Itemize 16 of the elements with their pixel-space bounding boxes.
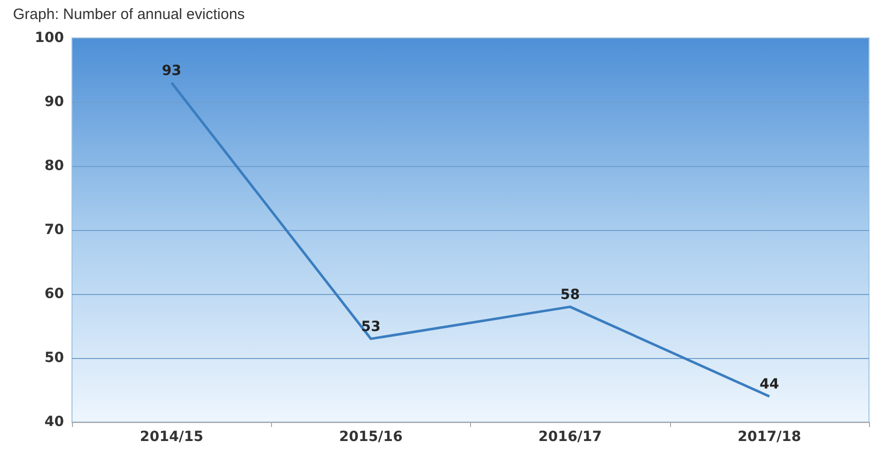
data-label: 44 bbox=[760, 376, 780, 392]
chart-title: Graph: Number of annual evictions bbox=[13, 6, 245, 23]
data-label: 93 bbox=[162, 62, 182, 79]
x-tick-label: 2016/17 bbox=[538, 429, 602, 445]
data-label: 53 bbox=[361, 318, 381, 335]
y-tick-label: 100 bbox=[34, 30, 64, 46]
x-tick-label: 2015/16 bbox=[339, 429, 403, 445]
y-tick-label: 60 bbox=[44, 286, 64, 302]
y-tick-label: 80 bbox=[44, 158, 64, 174]
y-tick-label: 70 bbox=[44, 222, 64, 238]
x-tick-label: 2017/18 bbox=[738, 429, 802, 445]
y-tick-label: 50 bbox=[44, 350, 64, 366]
y-tick-label: 40 bbox=[44, 414, 64, 430]
data-label: 58 bbox=[560, 286, 580, 303]
y-tick-label: 90 bbox=[44, 94, 64, 110]
x-tick-label: 2014/15 bbox=[140, 429, 204, 445]
